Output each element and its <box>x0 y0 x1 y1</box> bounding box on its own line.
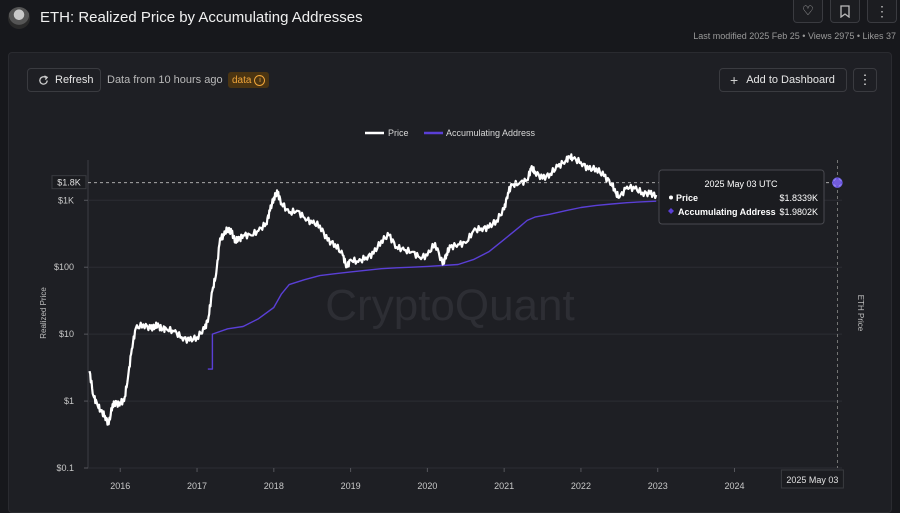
refresh-label: Refresh <box>55 74 94 86</box>
heart-icon: ♡ <box>802 3 814 18</box>
add-to-dashboard-button[interactable]: + Add to Dashboard <box>719 68 847 92</box>
like-button[interactable]: ♡ <box>793 0 823 23</box>
refresh-icon <box>39 74 49 85</box>
plus-icon: + <box>730 72 739 88</box>
info-icon: i <box>254 74 266 86</box>
more-icon: ⋮ <box>875 3 889 19</box>
more-vertical-icon: ⋮ <box>858 72 872 87</box>
badge-label: data <box>232 74 252 86</box>
avatar[interactable] <box>8 7 30 29</box>
add-label: Add to Dashboard <box>746 74 835 86</box>
data-freshness: Data from 10 hours ago <box>107 74 223 86</box>
bookmark-button[interactable] <box>830 0 860 23</box>
chart-panel: Refresh Data from 10 hours ago data i + … <box>8 52 892 513</box>
refresh-button[interactable]: Refresh <box>27 68 101 92</box>
bookmark-icon <box>840 4 850 18</box>
meta-info: Last modified 2025 Feb 25 • Views 2975 •… <box>693 31 896 41</box>
data-badge[interactable]: data i <box>228 72 270 88</box>
more-options-button[interactable]: ⋮ <box>867 0 897 23</box>
panel-more-button[interactable]: ⋮ <box>853 68 877 92</box>
top-bar: ETH: Realized Price by Accumulating Addr… <box>0 0 900 48</box>
page-title: ETH: Realized Price by Accumulating Addr… <box>40 9 363 26</box>
